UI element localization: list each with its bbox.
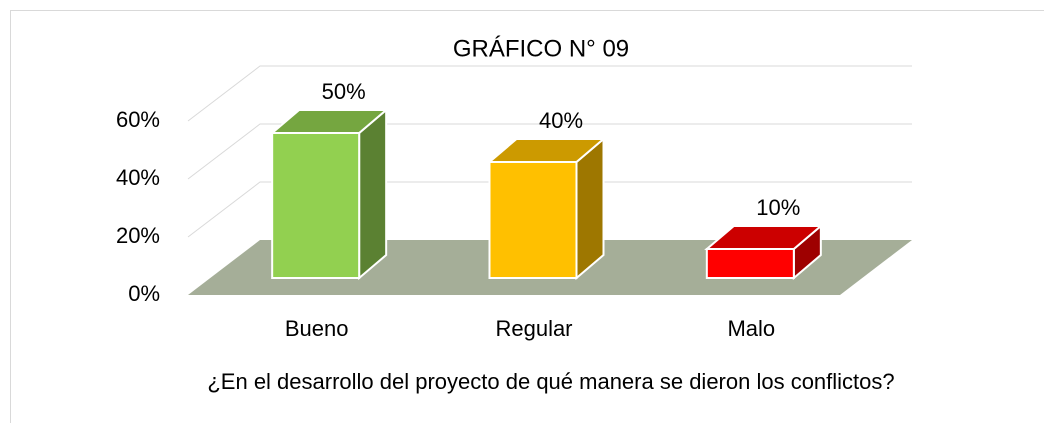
- grid-line: [187, 65, 912, 122]
- data-label: 10%: [756, 195, 800, 220]
- x-tick-label: Bueno: [285, 316, 349, 341]
- chart-title: GRÁFICO N° 09: [453, 35, 629, 62]
- x-axis-title: ¿En el desarrollo del proyecto de qué ma…: [207, 369, 895, 394]
- chart-border: [10, 10, 1044, 423]
- data-label: 40%: [539, 108, 583, 133]
- y-tick-label: 40%: [116, 165, 160, 190]
- y-tick-label: 20%: [116, 223, 160, 248]
- y-tick-label: 0%: [128, 281, 160, 306]
- data-label: 50%: [322, 79, 366, 104]
- bar-side: [358, 107, 388, 281]
- bar: [271, 132, 361, 279]
- grid-line: [187, 181, 912, 238]
- y-tick-label: 60%: [116, 107, 160, 132]
- bar: [705, 248, 795, 279]
- bar: [488, 161, 578, 279]
- grid-line: [187, 123, 912, 180]
- x-tick-label: Malo: [727, 316, 775, 341]
- x-tick-label: Regular: [495, 316, 572, 341]
